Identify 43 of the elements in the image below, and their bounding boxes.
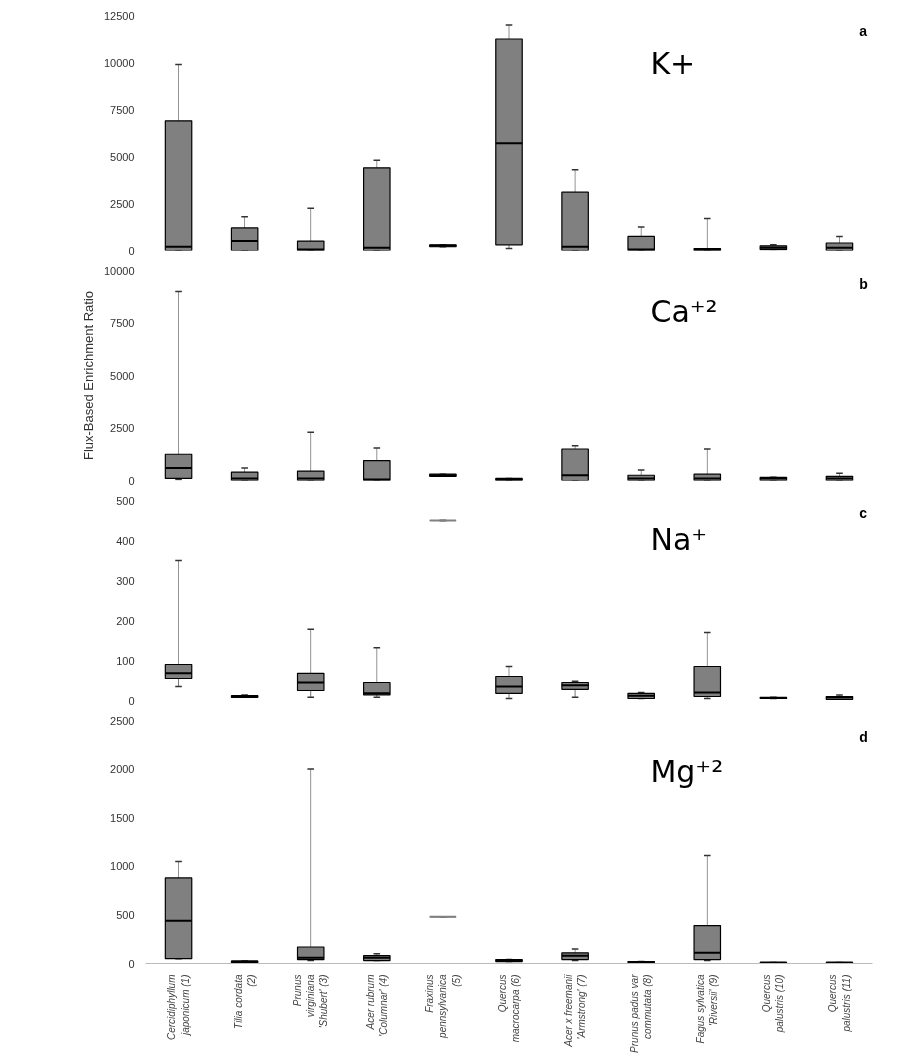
annotation: c <box>859 504 868 521</box>
x-tick-label: Fagus sylvatica 'Riversii' (9) <box>695 974 720 1044</box>
text: Na⁺ <box>650 521 708 557</box>
y-axis-title: Flux-Based Enrichment Ratio <box>80 290 96 461</box>
y-tick-label: 0 <box>128 694 135 707</box>
y-tick-label: 2500 <box>110 422 135 434</box>
y-tick-label: 2000 <box>110 763 135 776</box>
y-tick-label: 0 <box>128 244 135 257</box>
x-tick-label: Quercus palustris (10) <box>761 974 786 1034</box>
annotation: a <box>859 23 868 39</box>
y-tick-label: 300 <box>116 574 135 587</box>
annotation: d <box>859 728 868 745</box>
text: K+ <box>650 46 696 82</box>
y-tick-label: 500 <box>116 908 135 921</box>
text: Mg⁺² <box>650 753 724 789</box>
y-tick-label: 12500 <box>103 9 135 22</box>
y-tick-label: 1500 <box>110 811 135 824</box>
x-tick-label: Prunus virginiana 'Shubert' (3) <box>292 974 330 1029</box>
y-tick-label: 1000 <box>110 860 135 873</box>
y-tick-label: 5000 <box>110 369 135 382</box>
y-tick-label: 0 <box>128 957 135 970</box>
y-tick-label: 2500 <box>110 197 135 210</box>
x-tick-label: Acer rubrum 'Columnar' (4) <box>364 974 389 1037</box>
x-tick-label: Quercus macrocarpa (6) <box>496 974 522 1043</box>
y-tick-label: 10000 <box>103 56 135 69</box>
y-tick-label: 2500 <box>110 714 135 727</box>
y-tick-label: 10000 <box>103 264 135 277</box>
y-tick-label: 200 <box>116 614 135 627</box>
y-tick-label: 7500 <box>110 317 135 329</box>
y-tick-label: 5000 <box>110 150 135 163</box>
y-tick-label: 400 <box>116 534 135 547</box>
y-tick-label: 100 <box>116 654 135 667</box>
x-tick-label: Tilia cordata (2) <box>232 974 257 1029</box>
x-tick-label: Fraxinus pennsylvanica (5) <box>424 974 462 1039</box>
annotation: b <box>859 275 868 292</box>
y-tick-label: 500 <box>116 494 135 507</box>
y-tick-label: 7500 <box>110 103 135 116</box>
x-tick-label: Quercus palustris (11) <box>827 974 852 1033</box>
x-tick-label: Acer x freemanii 'Armstrong' (7) <box>562 973 588 1048</box>
x-tick-label: Prunus padus var commutata (8) <box>629 973 654 1053</box>
text: Ca⁺² <box>650 294 718 330</box>
y-tick-label: 0 <box>128 474 135 487</box>
x-tick-label: Cercidiphyllum japonicum (1) <box>166 974 191 1041</box>
